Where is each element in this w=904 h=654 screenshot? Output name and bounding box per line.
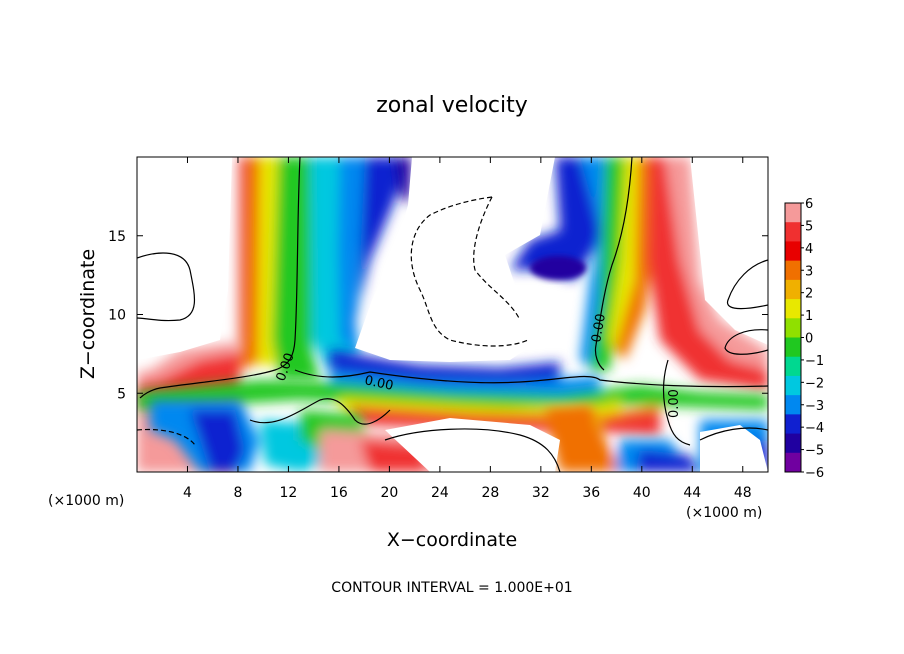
x-tick-label: 44 (683, 485, 701, 501)
x-tick-label: 8 (233, 485, 242, 501)
y-axis-ticks: 5 10 15 (108, 229, 768, 402)
x-unit-right: (×1000 m) (686, 505, 762, 521)
contour-center-dashed (410, 196, 529, 347)
contour-zero-right-plume (594, 157, 633, 371)
x-axis-ticks: 4 8 12 16 20 24 28 32 36 40 44 48 (183, 157, 752, 501)
white-regions (137, 157, 768, 472)
x-tick-label: 20 (380, 485, 398, 501)
x-tick-label: 28 (481, 485, 499, 501)
x-tick-label: 32 (532, 485, 550, 501)
colorbar-label: −6 (805, 466, 824, 481)
y-tick-label: 10 (108, 308, 126, 324)
colorbar-label: 2 (805, 287, 813, 302)
colorbar-swatch (785, 222, 801, 242)
colorbar-swatch (785, 318, 801, 338)
x-axis-title: X−coordinate (387, 529, 517, 551)
colorbar-label: −3 (805, 399, 824, 414)
contour-right-low (724, 329, 768, 355)
colorbar-swatch (785, 203, 801, 223)
colorbar-swatch (785, 299, 801, 319)
colorbar: 6 5 4 3 2 1 0 −1 −2 −3 −4 −5 −6 (784, 197, 824, 481)
right-plume-orange (615, 157, 658, 360)
x-tick-label: 24 (431, 485, 449, 501)
colorbar-label: 5 (805, 219, 813, 234)
colorbar-label: −2 (805, 376, 824, 391)
colorbar-swatch (785, 241, 801, 262)
x-tick-label: 12 (280, 485, 298, 501)
contour-lower-center (384, 428, 561, 472)
contour-lower-left-dashed (137, 428, 196, 446)
colorbar-swatch (785, 395, 801, 415)
contour-interval-footer: CONTOUR INTERVAL = 1.000E+01 (331, 580, 572, 596)
left-plume-purple (395, 157, 412, 205)
y-tick-label: 5 (117, 386, 126, 402)
contour-upper-left (137, 252, 196, 322)
white-upper-center (355, 157, 555, 362)
x-unit-left: (×1000 m) (48, 493, 124, 509)
colorbar-swatch (785, 433, 801, 454)
colorbar-swatch (785, 414, 801, 435)
colorbar-swatch (785, 356, 801, 377)
contour-label: 0.00 (363, 373, 394, 394)
contour-zero-band (294, 369, 768, 388)
contour-zero-lower-right (662, 359, 691, 446)
contour-label: 0.00 (589, 313, 609, 344)
colorbar-label: −1 (805, 354, 824, 369)
lower-left-darkblue (190, 410, 245, 472)
colorbar-swatch (785, 452, 801, 473)
plot-area: 0.00 0.00 0.00 0.00 (137, 157, 768, 472)
colorbar-swatch (785, 260, 801, 281)
contour-right (726, 259, 768, 310)
lower-right-darkblue (635, 450, 700, 472)
colorbar-label: 3 (805, 264, 813, 279)
colorbar-swatch (785, 279, 801, 300)
y-tick-label: 15 (108, 229, 126, 245)
right-plume-darkblue (510, 157, 600, 280)
colorbar-label: 0 (805, 332, 813, 347)
colorbar-label: 6 (805, 197, 813, 212)
white-lower-right (700, 425, 768, 472)
contour-right-bottom (699, 427, 768, 441)
x-tick-label: 4 (183, 485, 192, 501)
colorbar-label: −5 (805, 444, 824, 459)
x-tick-label: 36 (582, 485, 600, 501)
contour-lines (137, 157, 768, 472)
band-darkblue (330, 350, 560, 385)
colorbar-swatch (785, 337, 801, 358)
white-upper-right (690, 157, 768, 345)
white-lower-center (385, 418, 560, 472)
contour-zero-lower (249, 398, 391, 425)
contour-center-dashed-inner (473, 196, 521, 321)
y-axis-title: Z−coordinate (77, 249, 99, 379)
x-tick-label: 48 (734, 485, 752, 501)
x-tick-label: 40 (633, 485, 651, 501)
left-plume-green (272, 157, 320, 380)
colorbar-label: −4 (805, 421, 824, 436)
right-plume (510, 157, 768, 390)
contour-zero-left-plume (139, 157, 301, 399)
right-plume-yellow (608, 157, 645, 350)
right-plume-pink (665, 157, 768, 370)
white-upper-left (137, 157, 232, 360)
contour-label: 0.00 (667, 389, 682, 418)
chart-title: zonal velocity (376, 93, 528, 118)
colorbar-swatch (785, 375, 801, 396)
colorbar-label: 1 (805, 309, 813, 324)
left-plume-darkblue (348, 157, 405, 340)
right-plume-purple-core (530, 256, 586, 280)
colorbar-label: 4 (805, 242, 813, 257)
lower-right-orange (545, 405, 620, 472)
x-tick-label: 16 (330, 485, 348, 501)
